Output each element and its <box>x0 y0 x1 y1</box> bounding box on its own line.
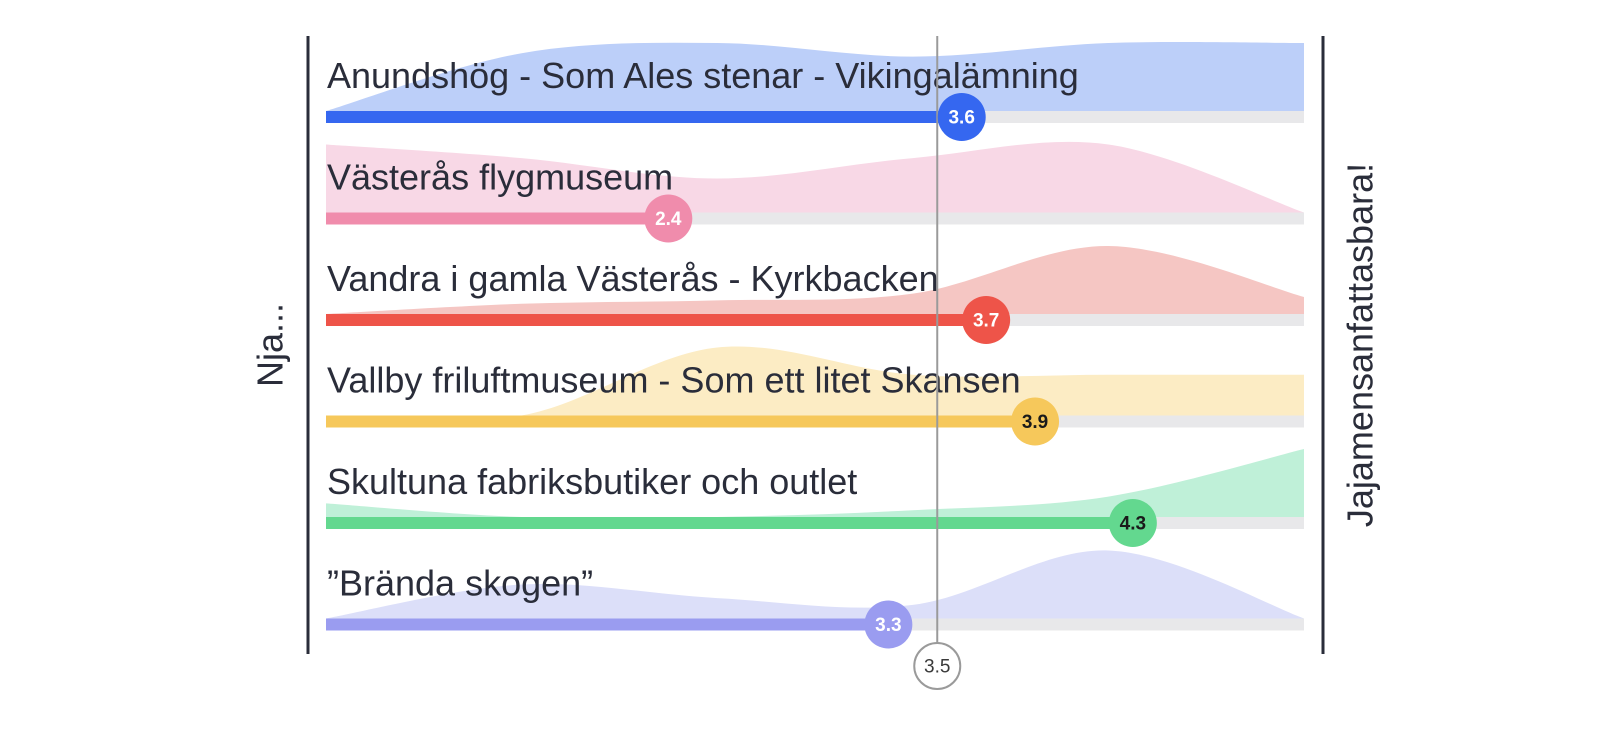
bars <box>326 111 1133 631</box>
value-badge <box>937 93 986 141</box>
bar <box>326 618 889 631</box>
value-label: 4.3 <box>1120 514 1146 535</box>
bar <box>326 111 962 123</box>
row-label: Västerås flygmuseum <box>327 157 673 198</box>
distribution-area <box>326 41 1304 111</box>
bar <box>326 517 1133 529</box>
value-label: 3.9 <box>1022 412 1048 433</box>
left-axis-label: Nja... <box>250 303 291 387</box>
row-label: Anundshög - Som Ales stenar - Vikingaläm… <box>327 55 1079 96</box>
distribution-area <box>326 245 1304 314</box>
value-badge <box>962 296 1011 344</box>
distribution-areas <box>326 41 1304 619</box>
reference-value-label: 3.5 <box>924 657 950 678</box>
value-badge <box>1108 499 1157 547</box>
distribution-area <box>326 550 1304 619</box>
row-label: Vallby friluftmuseum - Som ett litet Ska… <box>327 360 1021 401</box>
value-badges: 3.6 2.4 3.7 3.9 4.3 3.3 <box>644 93 1157 649</box>
row-label: Vandra i gamla Västerås - Kyrkbacken <box>327 258 939 299</box>
value-badge <box>644 194 693 243</box>
distribution-area <box>326 346 1304 421</box>
bar <box>326 314 987 326</box>
right-axis-label: Jajamensanfattasbara! <box>1340 163 1381 527</box>
value-label: 3.7 <box>973 311 999 332</box>
value-label: 3.6 <box>948 108 974 129</box>
row-label: ”Brända skogen” <box>327 563 593 604</box>
value-badge <box>864 600 913 649</box>
distribution-area <box>326 141 1304 213</box>
row-label: Skultuna fabriksbutiker och outlet <box>327 461 857 502</box>
value-label: 3.3 <box>875 615 901 636</box>
distribution-area <box>326 449 1304 519</box>
row-labels: Anundshög - Som Ales stenar - Vikingaläm… <box>327 55 1079 604</box>
bar <box>326 415 1036 428</box>
reference-value-circle <box>913 642 962 690</box>
bar <box>326 212 669 225</box>
reference-value-badge: 3.5 <box>913 642 962 690</box>
value-badge <box>1011 397 1060 446</box>
value-label: 2.4 <box>655 209 682 230</box>
